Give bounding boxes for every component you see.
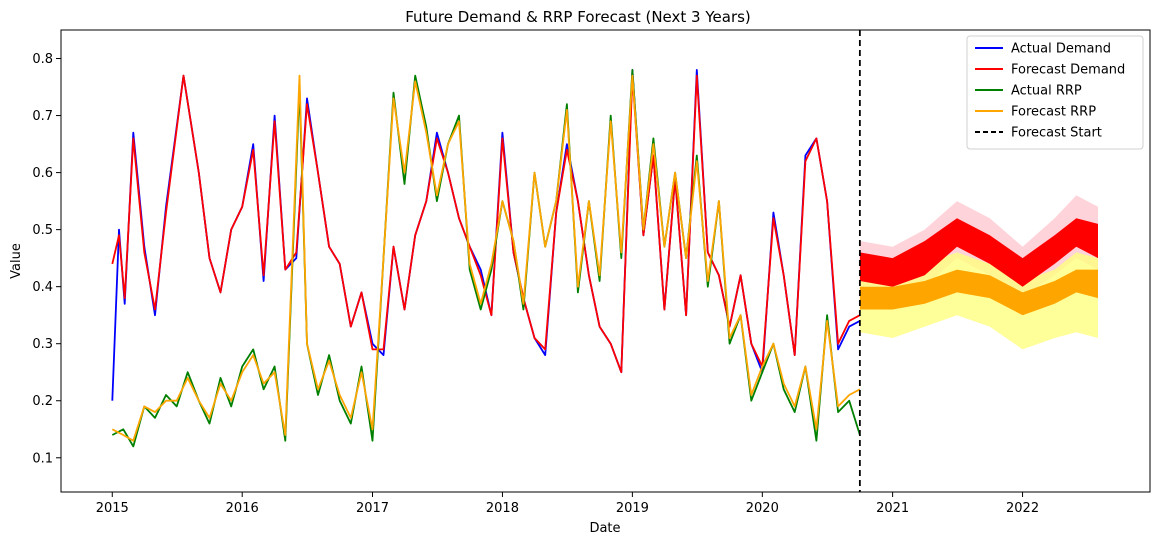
y-tick-label-1: 0.2: [32, 394, 53, 409]
y-tick-label-6: 0.7: [32, 109, 53, 124]
legend: Actual Demand Forecast Demand Actual RRP Fo…: [966, 35, 1144, 150]
x-tick-label-4: 2019: [616, 501, 649, 516]
y-tick-label-4: 0.5: [32, 223, 53, 238]
y-axis-label: Value: [9, 243, 24, 279]
y-tick-label-7: 0.8: [32, 52, 53, 67]
x-axis-ticks: 2015 2016 2017 2018 2019 2020 2021 2022: [96, 492, 1039, 516]
x-axis-label: Date: [589, 521, 620, 536]
future-rrp-area: [859, 269, 1098, 316]
x-tick-label-7: 2022: [1006, 501, 1039, 516]
y-tick-label-0: 0.1: [32, 451, 53, 466]
legend-label-4: Forecast Start: [1011, 126, 1102, 141]
x-tick-label-3: 2018: [486, 501, 519, 516]
y-axis-ticks: 0.1 0.2 0.3 0.4 0.5 0.6 0.7 0.8: [32, 52, 61, 466]
series-line-3: [111, 74, 861, 442]
chart-title: Future Demand & RRP Forecast (Next 3 Yea…: [405, 8, 751, 26]
x-tick-label-2: 2017: [356, 501, 389, 516]
legend-label-2: Actual RRP: [1011, 84, 1082, 99]
future-demand-area: [859, 218, 1098, 287]
series-line-1: [111, 74, 861, 374]
x-tick-label-6: 2021: [876, 501, 909, 516]
series-line-0: [111, 69, 861, 401]
x-tick-label-1: 2016: [226, 501, 259, 516]
series-lines: [111, 69, 861, 448]
x-tick-label-0: 2015: [96, 501, 129, 516]
legend-label-1: Forecast Demand: [1011, 63, 1125, 78]
future-forecast: [859, 218, 1098, 316]
x-tick-label-5: 2020: [746, 501, 779, 516]
legend-label-0: Actual Demand: [1011, 42, 1111, 57]
y-tick-label-2: 0.3: [32, 337, 53, 352]
y-tick-label-5: 0.6: [32, 166, 53, 181]
y-tick-label-3: 0.4: [32, 280, 53, 295]
legend-box: [966, 35, 1144, 150]
legend-label-3: Forecast RRP: [1011, 105, 1096, 120]
plot-frame: [60, 29, 1151, 493]
